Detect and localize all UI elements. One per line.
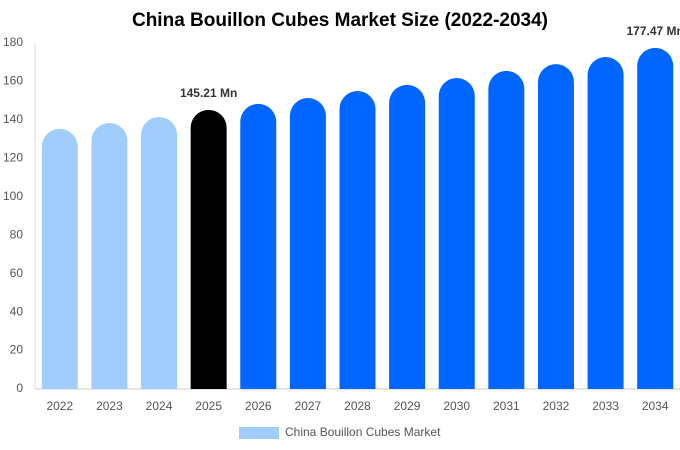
legend-label: China Bouillon Cubes Market <box>285 425 441 439</box>
x-tick-label: 2031 <box>493 399 520 413</box>
x-tick-label: 2030 <box>443 399 470 413</box>
bar <box>339 91 376 390</box>
legend-swatch <box>239 427 279 439</box>
y-tick-label: 120 <box>3 151 23 165</box>
x-tick-label: 2029 <box>394 399 421 413</box>
y-tick-label: 0 <box>16 381 23 395</box>
x-tick-label: 2022 <box>46 399 73 413</box>
bar <box>438 77 475 390</box>
x-tick-label: 2024 <box>146 399 173 413</box>
y-tick-label: 40 <box>10 304 24 318</box>
x-tick-label: 2032 <box>543 399 570 413</box>
value-label: 145.21 Mn <box>180 86 237 100</box>
x-tick-label: 2026 <box>245 399 272 413</box>
y-tick-label: 100 <box>3 189 23 203</box>
bar <box>389 84 426 389</box>
bar <box>41 128 78 389</box>
bar <box>289 97 326 389</box>
bar <box>190 109 227 389</box>
value-label: 177.47 Mn <box>627 24 680 38</box>
bar <box>488 70 525 389</box>
bar <box>587 57 624 389</box>
y-tick-label: 180 <box>3 35 23 49</box>
x-tick-label: 2034 <box>642 399 669 413</box>
x-tick-label: 2025 <box>195 399 222 413</box>
bar <box>537 64 574 390</box>
x-tick-label: 2033 <box>592 399 619 413</box>
bar <box>637 47 674 389</box>
y-tick-label: 80 <box>10 227 24 241</box>
y-tick-label: 20 <box>10 343 24 357</box>
bar <box>240 103 277 389</box>
bar <box>91 122 128 390</box>
x-tick-label: 2023 <box>96 399 123 413</box>
y-tick-label: 60 <box>10 266 24 280</box>
y-tick-label: 140 <box>3 112 23 126</box>
x-tick-label: 2028 <box>344 399 371 413</box>
chart-title: China Bouillon Cubes Market Size (2022-2… <box>132 10 548 31</box>
y-tick-label: 160 <box>3 74 23 88</box>
bar <box>141 117 178 390</box>
x-tick-label: 2027 <box>295 399 322 413</box>
